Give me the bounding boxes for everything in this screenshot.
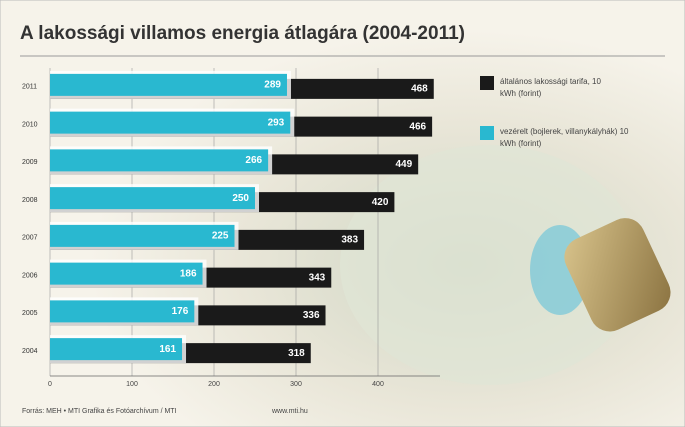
y-tick-label: 2004	[22, 348, 38, 355]
value-label: 266	[245, 155, 262, 166]
bar	[50, 149, 269, 172]
bulb-glass	[340, 145, 640, 385]
value-label: 343	[309, 272, 326, 283]
value-label: 468	[411, 84, 428, 95]
bar	[50, 338, 183, 361]
y-tick-label: 2008	[22, 197, 38, 204]
y-tick-label: 2007	[22, 235, 38, 242]
y-tick-label: 2011	[22, 84, 37, 91]
bar	[50, 73, 287, 96]
legend-swatch	[480, 126, 494, 140]
x-tick-label: 0	[48, 381, 52, 388]
value-label: 289	[264, 80, 281, 91]
value-label: 466	[409, 121, 426, 132]
bar	[50, 300, 195, 323]
value-label: 225	[212, 231, 229, 242]
x-tick-label: 300	[290, 381, 302, 388]
legend-swatch	[480, 76, 494, 90]
legend-label: általános lakossági tarifa, 10 kWh (forin…	[500, 77, 602, 98]
legend-label: vezérelt (bojlerek, villanykályhák) 10 kW…	[500, 127, 629, 148]
value-label: 250	[232, 193, 249, 204]
value-label: 161	[159, 344, 176, 355]
value-label: 186	[180, 268, 197, 279]
x-tick-label: 100	[126, 381, 138, 388]
x-tick-label: 200	[208, 381, 220, 388]
bulb-base	[564, 218, 671, 332]
bar	[50, 187, 255, 210]
value-label: 336	[303, 310, 320, 321]
y-tick-label: 2009	[22, 159, 38, 166]
chart-title: A lakossági villamos energia átlagára (2…	[20, 23, 465, 44]
bar	[50, 111, 291, 134]
value-label: 293	[268, 117, 285, 128]
x-tick-label: 400	[372, 381, 384, 388]
bar	[50, 262, 203, 285]
y-tick-label: 2005	[22, 310, 38, 317]
bar	[50, 224, 235, 247]
y-tick-label: 2010	[22, 121, 38, 128]
value-label: 318	[288, 348, 305, 359]
source: Forrás: MEH • MTI Grafika és Fotóarchívu…	[22, 408, 177, 415]
value-label: 176	[172, 306, 189, 317]
value-label: 383	[341, 235, 358, 246]
value-label: 449	[395, 159, 412, 170]
y-tick-label: 2006	[22, 272, 38, 279]
website: www.mti.hu	[271, 408, 308, 415]
value-label: 420	[372, 197, 389, 208]
